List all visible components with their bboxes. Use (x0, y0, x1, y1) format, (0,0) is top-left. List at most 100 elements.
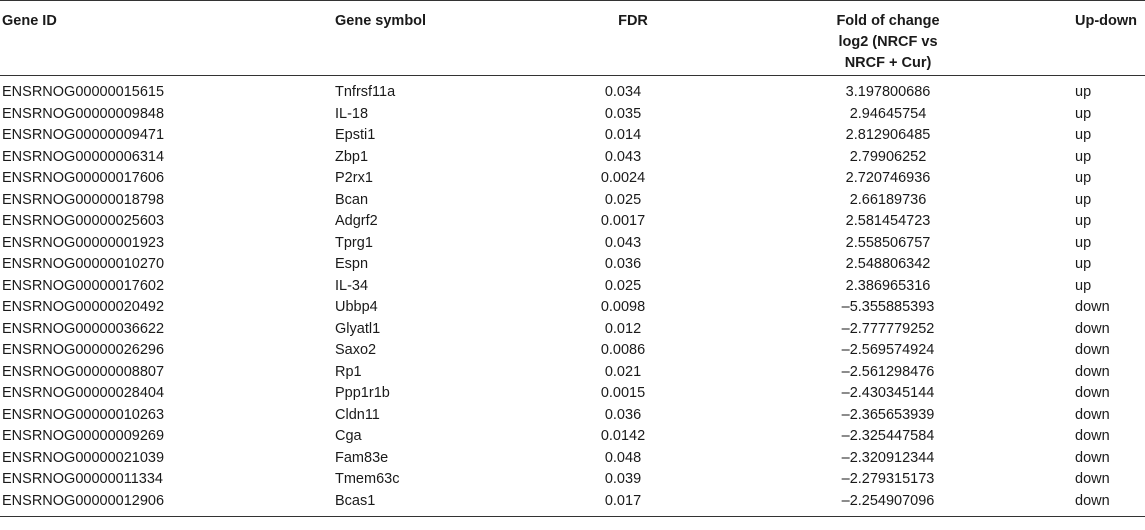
cell-gene-symbol: Saxo2 (335, 342, 377, 358)
cell-gene-symbol: Epsti1 (335, 127, 376, 143)
cell-gene-symbol: IL-34 (335, 277, 369, 294)
cell-up-down: down (1073, 490, 1145, 517)
table-row: ENSRNOG00000018798 Bcan 0.025 2.66189736 up (0, 190, 1145, 212)
table-row: ENSRNOG00000017606 P2rx1 0.0024 2.720746936… (0, 168, 1145, 190)
gene-expression-table: Gene ID Gene symbol FDR Fold of change l… (0, 0, 1145, 517)
cell-fold-change: –5.355885393 (841, 299, 935, 315)
table-row: ENSRNOG00000025603 Adgrf2 0.0017 2.58145472… (0, 211, 1145, 233)
cell-fold-change: –2.325447584 (841, 428, 935, 444)
cell-gene-symbol: Tmem63c (335, 471, 400, 487)
cell-fold-change: 2.66189736 (849, 191, 927, 208)
table-row: ENSRNOG00000006314 Zbp1 0.043 2.79906252 up (0, 147, 1145, 169)
cell-gene-id: ENSRNOG00000017606 (2, 170, 165, 186)
cell-fdr: 0.0015 (600, 385, 646, 401)
header-gene-id: Gene ID (0, 0, 333, 76)
table-row: ENSRNOG00000020492 Ubbp4 0.0098 –5.35588539… (0, 297, 1145, 319)
cell-up-down: down (1075, 471, 1110, 487)
cell-fdr: 0.034 (604, 84, 642, 100)
cell-fdr: 0.036 (604, 256, 642, 272)
cell-fold-change: –2.430345144 (841, 385, 935, 401)
table-row: ENSRNOG00000009848 IL-18 0.035 2.94645754 up (0, 104, 1145, 126)
cell-gene-id: ENSRNOG00000017602 (2, 277, 165, 294)
table-row: ENSRNOG00000015615 Tnfrsf11a 0.034 3.197800… (0, 76, 1145, 104)
cell-fdr: 0.035 (604, 105, 642, 122)
cell-fdr: 0.0142 (600, 428, 646, 444)
header-gene-symbol: Gene symbol (333, 0, 563, 76)
cell-fold-change: 2.812906485 (845, 127, 931, 143)
cell-up-down: down (1075, 320, 1110, 337)
cell-fold-change: –2.561298476 (841, 363, 935, 380)
cell-gene-id: ENSRNOG00000001923 (2, 234, 165, 251)
cell-fdr: 0.021 (604, 363, 642, 380)
table-row: ENSRNOG00000010263 Cldn11 0.036 –2.36565393… (0, 405, 1145, 427)
header-fold-line2: log2 (NRCF vs (838, 34, 938, 50)
cell-fdr: 0.0086 (600, 342, 646, 358)
cell-gene-symbol: Cldn11 (335, 406, 380, 423)
cell-up-down: up (1075, 191, 1092, 208)
cell-fold-change: 2.720746936 (845, 170, 931, 186)
cell-fdr: 0.012 (604, 320, 642, 337)
cell-gene-symbol: Tprg1 (335, 234, 373, 251)
cell-fold-change: –2.777779252 (841, 320, 935, 337)
cell-gene-id: ENSRNOG00000011334 (2, 471, 163, 487)
cell-gene-id: ENSRNOG00000008807 (2, 363, 165, 380)
cell-gene-id: ENSRNOG00000026296 (2, 342, 165, 358)
table-row: ENSRNOG00000026296 Saxo2 0.0086 –2.56957492… (0, 340, 1145, 362)
cell-gene-symbol: Zbp1 (335, 148, 369, 165)
cell-fold-change: –2.320912344 (841, 449, 935, 466)
cell-gene-id: ENSRNOG00000012906 (0, 490, 333, 517)
cell-gene-symbol: Ubbp4 (335, 299, 378, 315)
cell-fold-change: 2.94645754 (849, 105, 927, 122)
cell-fold-change: –2.569574924 (841, 342, 935, 358)
cell-gene-id: ENSRNOG00000015615 (2, 84, 165, 100)
cell-gene-id: ENSRNOG00000021039 (2, 449, 165, 466)
table-row: ENSRNOG00000009471 Epsti1 0.014 2.812906485… (0, 125, 1145, 147)
cell-fdr: 0.048 (604, 449, 642, 466)
cell-gene-symbol: Glyatl1 (335, 320, 381, 337)
cell-fdr: 0.0098 (600, 299, 646, 315)
cell-gene-symbol: Cga (335, 428, 362, 444)
cell-fdr: 0.043 (604, 148, 642, 165)
table-row: ENSRNOG00000012906 Bcas1 0.017 –2.254907096… (0, 490, 1145, 517)
cell-up-down: up (1075, 148, 1092, 165)
cell-gene-symbol: Rp1 (335, 363, 362, 380)
cell-fdr: 0.025 (604, 277, 642, 294)
header-fold-line1: Fold of change (836, 13, 940, 29)
cell-gene-symbol: Bcas1 (333, 490, 563, 517)
cell-up-down: down (1075, 428, 1110, 444)
table-row: ENSRNOG00000008807 Rp1 0.021 –2.561298476 do… (0, 362, 1145, 384)
table-row: ENSRNOG00000021039 Fam83e 0.048 –2.32091234… (0, 448, 1145, 470)
cell-up-down: up (1075, 170, 1092, 186)
cell-gene-symbol: Espn (335, 256, 369, 272)
cell-fold-change: 2.558506757 (845, 234, 931, 251)
cell-fold-change: 2.386965316 (845, 277, 931, 294)
table-row: ENSRNOG00000036622 Glyatl1 0.012 –2.7777792… (0, 319, 1145, 341)
table-row: ENSRNOG00000010270 Espn 0.036 2.548806342 up (0, 254, 1145, 276)
table-row: ENSRNOG00000009269 Cga 0.0142 –2.325447584 d… (0, 426, 1145, 448)
cell-fold-change: –2.254907096 (703, 490, 1073, 517)
cell-fold-change: –2.279315173 (841, 471, 935, 487)
cell-gene-id: ENSRNOG00000018798 (2, 191, 165, 208)
cell-gene-id: ENSRNOG00000009269 (2, 428, 165, 444)
table-row: ENSRNOG00000001923 Tprg1 0.043 2.558506757 u… (0, 233, 1145, 255)
cell-up-down: up (1075, 256, 1092, 272)
cell-fdr: 0.039 (604, 471, 642, 487)
cell-fold-change: 2.548806342 (845, 256, 931, 272)
cell-up-down: down (1075, 342, 1110, 358)
cell-fold-change: 2.581454723 (845, 213, 931, 229)
cell-gene-id: ENSRNOG00000010263 (2, 406, 165, 423)
cell-up-down: down (1075, 363, 1110, 380)
cell-up-down: up (1075, 84, 1092, 100)
cell-up-down: up (1075, 213, 1092, 229)
cell-up-down: down (1075, 406, 1110, 423)
cell-gene-id: ENSRNOG00000010270 (2, 256, 165, 272)
cell-fdr: 0.014 (604, 127, 642, 143)
cell-up-down: down (1075, 299, 1110, 315)
table-row: ENSRNOG00000017602 IL-34 0.025 2.386965316 u… (0, 276, 1145, 298)
cell-fdr: 0.036 (604, 406, 642, 423)
cell-fold-change: 3.197800686 (845, 84, 931, 100)
cell-up-down: up (1075, 234, 1092, 251)
header-row: Gene ID Gene symbol FDR Fold of change l… (0, 0, 1145, 76)
cell-fdr: 0.043 (604, 234, 642, 251)
